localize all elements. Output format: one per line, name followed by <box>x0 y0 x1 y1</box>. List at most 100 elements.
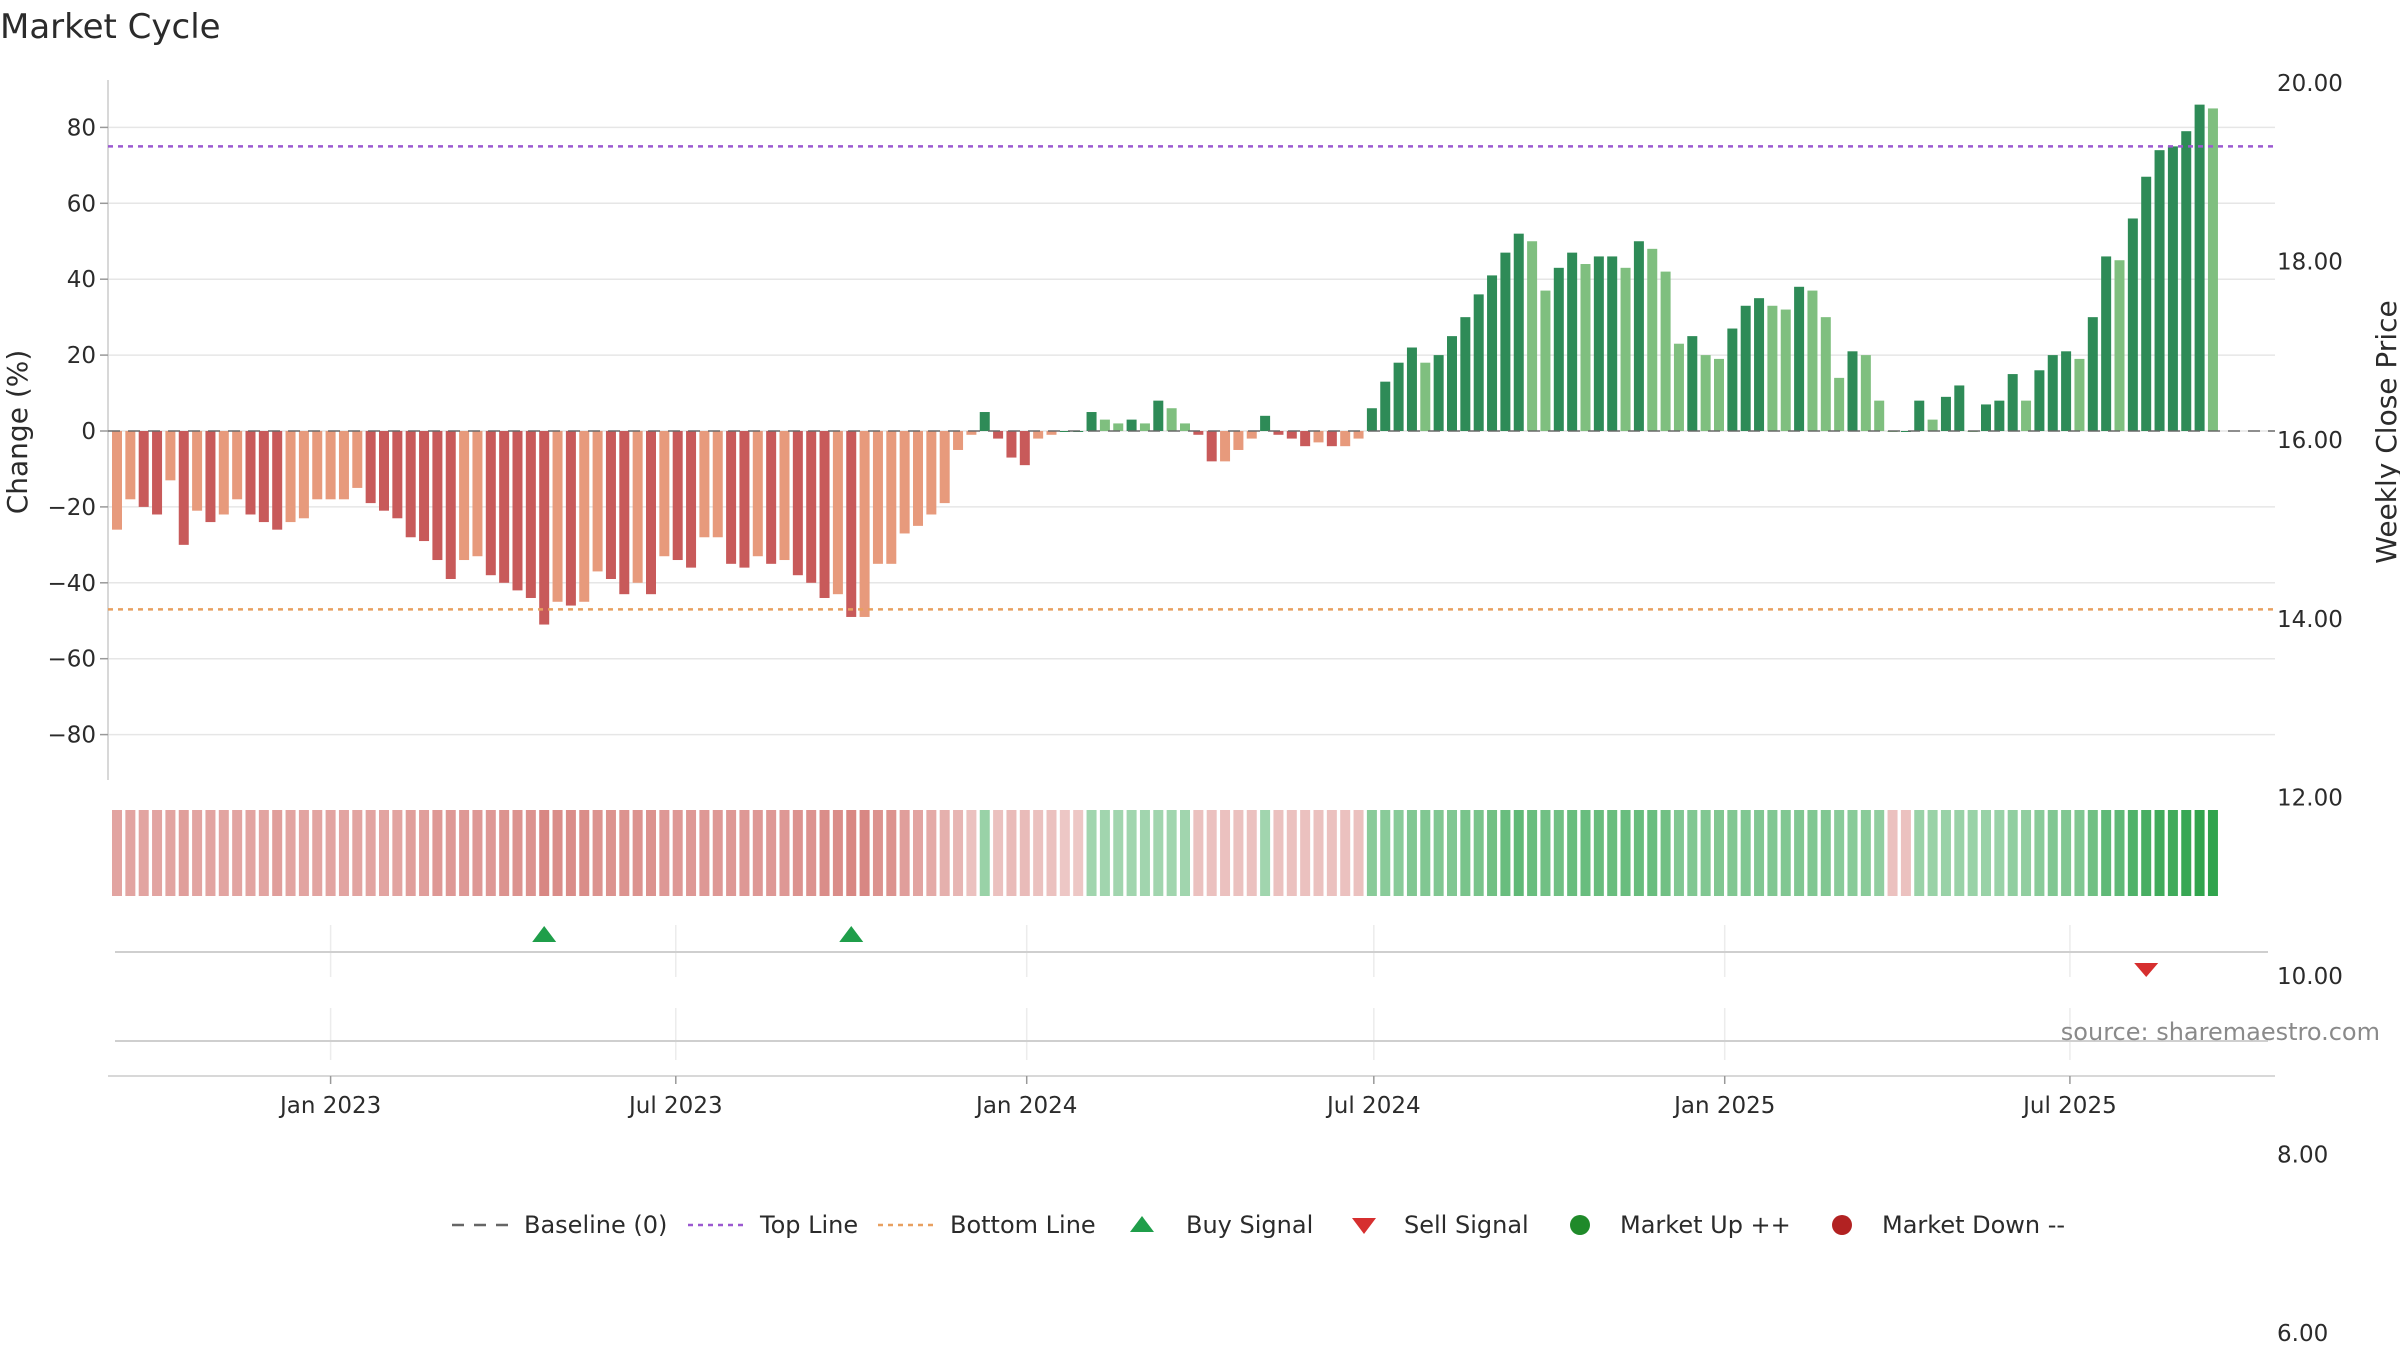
heat-cell <box>1914 810 1925 896</box>
change-bar <box>205 431 216 523</box>
heat-cell <box>1687 810 1698 896</box>
change-bar <box>178 431 189 545</box>
change-bar <box>913 431 923 526</box>
heat-cell <box>245 810 256 896</box>
change-bar <box>1193 431 1204 435</box>
change-bar <box>646 431 656 595</box>
change-bar <box>979 412 990 431</box>
change-bar <box>1860 355 1871 431</box>
change-bar <box>298 431 309 519</box>
heat-cell <box>1366 810 1377 896</box>
x-tick-label: Jul 2023 <box>627 1093 723 1119</box>
change-bar <box>405 431 416 538</box>
heat-cell <box>2194 810 2205 896</box>
change-bar <box>859 431 870 617</box>
heat-cell <box>1700 810 1711 896</box>
change-bar <box>1086 412 1097 431</box>
change-bar <box>752 431 763 557</box>
heat-cell <box>806 810 817 896</box>
change-bar <box>886 431 897 564</box>
change-bar <box>2074 358 2085 431</box>
heat-cell <box>739 810 750 896</box>
change-bar <box>2127 218 2138 431</box>
change-bar <box>1500 252 1511 431</box>
heat-cell <box>832 810 843 896</box>
heat-cell <box>1019 810 1030 896</box>
change-bar <box>1433 355 1444 431</box>
change-bar <box>379 431 389 511</box>
change-bar <box>445 431 456 580</box>
heat-cell <box>2087 810 2098 896</box>
heat-cell <box>2101 810 2112 896</box>
change-bar <box>846 431 857 617</box>
change-bar <box>872 431 883 564</box>
change-bar <box>1260 415 1271 431</box>
heat-cell <box>1580 810 1591 896</box>
change-bar <box>1834 377 1845 431</box>
heat-cell <box>1500 810 1511 896</box>
change-bar <box>1233 431 1244 450</box>
change-bar <box>258 431 269 523</box>
change-bar <box>806 431 817 583</box>
legend-swatch <box>1130 1216 1154 1232</box>
heat-cell <box>1860 810 1871 896</box>
heat-cell <box>419 810 430 896</box>
heat-cell <box>2021 810 2032 896</box>
heat-cell <box>1940 810 1951 896</box>
change-bar <box>2007 374 2018 431</box>
heat-cell <box>1660 810 1671 896</box>
change-bar <box>1326 431 1337 447</box>
heat-cell <box>1767 810 1778 896</box>
heat-cell <box>365 810 376 896</box>
change-bar <box>659 431 670 557</box>
heat-cell <box>2207 810 2218 896</box>
change-bar <box>1460 317 1471 431</box>
heat-cell <box>872 810 883 896</box>
legend-label: Top Line <box>759 1211 858 1239</box>
heat-cell <box>686 810 697 896</box>
heat-cell <box>2154 810 2165 896</box>
heat-cell <box>1246 810 1257 896</box>
change-bar <box>1313 431 1324 443</box>
change-bar <box>1633 241 1644 431</box>
change-bar <box>1593 256 1604 431</box>
heat-cell <box>1540 810 1551 896</box>
change-bar <box>1794 286 1805 431</box>
change-bar <box>232 431 243 500</box>
change-bar <box>2141 176 2152 431</box>
heat-cell <box>2167 810 2178 896</box>
change-bar <box>1981 404 1991 431</box>
change-bar <box>1019 431 1030 466</box>
heat-cell <box>699 810 710 896</box>
legend-swatch <box>1832 1215 1852 1235</box>
change-bar <box>1380 381 1391 431</box>
heat-cell <box>325 810 336 896</box>
heat-cell <box>1433 810 1444 896</box>
left-tick-label: 80 <box>67 115 96 141</box>
change-bar <box>1940 396 1951 431</box>
heat-cell <box>445 810 456 896</box>
heat-cell <box>766 810 777 896</box>
change-bar <box>1754 298 1765 431</box>
change-bar <box>699 431 710 538</box>
change-bar <box>485 431 496 576</box>
heat-cell <box>565 810 576 896</box>
heat-cell <box>966 810 977 896</box>
heat-cell <box>1727 810 1738 896</box>
change-bar <box>1393 362 1404 431</box>
change-bar <box>1420 362 1431 431</box>
change-bar <box>1447 336 1457 431</box>
heat-cell <box>1900 810 1911 896</box>
change-bar <box>766 431 777 564</box>
change-bar <box>1567 252 1578 431</box>
left-tick-label: 0 <box>81 419 96 445</box>
change-bars <box>112 104 2218 625</box>
change-bar <box>1740 305 1751 431</box>
right-tick-label: 12.00 <box>2277 785 2343 811</box>
change-bar <box>392 431 403 519</box>
change-bar <box>285 431 296 523</box>
heat-cell <box>1473 810 1484 896</box>
change-bar <box>1273 431 1284 435</box>
change-bar <box>1673 343 1684 431</box>
heat-cell <box>1967 810 1978 896</box>
